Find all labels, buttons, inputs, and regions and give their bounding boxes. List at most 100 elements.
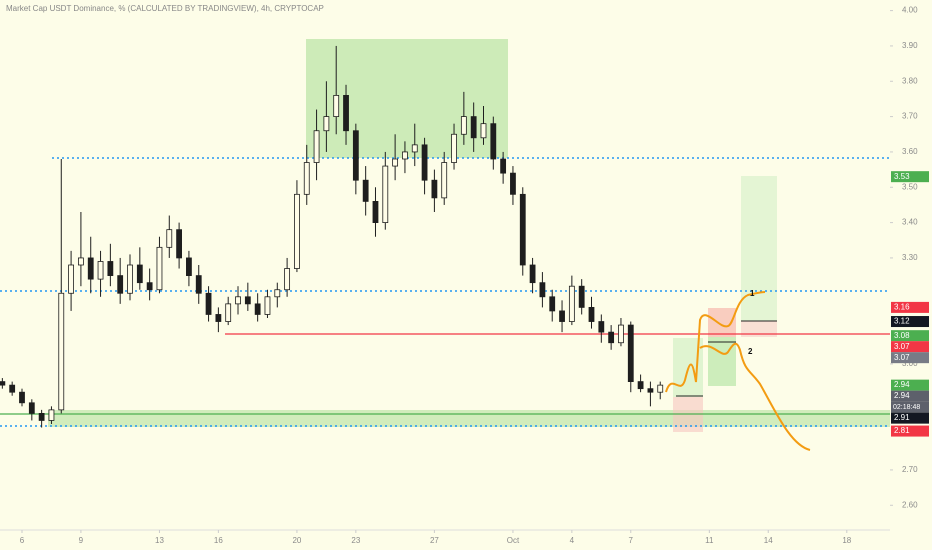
candle-body bbox=[519, 193, 526, 266]
price-label-bg bbox=[891, 171, 929, 183]
candle-body bbox=[657, 384, 664, 393]
x-tick-label: 18 bbox=[842, 536, 851, 545]
candle-body bbox=[78, 257, 84, 266]
countdown: 02:18:48 bbox=[893, 404, 920, 411]
candle-body bbox=[117, 275, 124, 294]
candle-body bbox=[205, 292, 212, 315]
annotation: 2 bbox=[748, 347, 753, 356]
candle-body bbox=[48, 409, 55, 421]
candle-body bbox=[529, 264, 536, 284]
candle-body bbox=[19, 391, 25, 404]
candle-body bbox=[156, 246, 163, 291]
candle-body bbox=[431, 179, 438, 199]
price-label: 3.12 bbox=[894, 317, 910, 326]
x-tick-label: Oct bbox=[507, 536, 520, 545]
y-tick-label: 3.60 bbox=[902, 147, 918, 156]
candle-body bbox=[313, 130, 320, 163]
candle-body bbox=[235, 296, 241, 305]
candle-body bbox=[372, 200, 379, 223]
candle-body bbox=[411, 144, 418, 153]
candle-body bbox=[9, 384, 16, 393]
candle-body bbox=[68, 264, 74, 294]
price-label: 2.91 bbox=[894, 413, 910, 422]
x-tick-label: 23 bbox=[351, 536, 360, 545]
candle-body bbox=[608, 331, 615, 344]
price-label-bg bbox=[891, 352, 929, 364]
candle-body bbox=[598, 321, 605, 333]
x-tick-label: 7 bbox=[629, 536, 634, 545]
price-label: 3.16 bbox=[894, 303, 910, 312]
candle-body bbox=[0, 381, 6, 386]
target-box bbox=[708, 337, 736, 386]
y-tick-label: 4.00 bbox=[902, 6, 918, 15]
candle-body bbox=[500, 158, 507, 174]
candle-body bbox=[578, 285, 585, 308]
candle-body bbox=[539, 282, 546, 298]
price-label: 3.08 bbox=[894, 331, 910, 340]
candle-body bbox=[186, 257, 192, 276]
candle-body bbox=[107, 261, 114, 277]
projection-path bbox=[699, 342, 811, 451]
candle-body bbox=[343, 95, 349, 132]
price-label: 3.07 bbox=[894, 353, 910, 362]
candle-body bbox=[441, 162, 448, 199]
x-tick-label: 27 bbox=[430, 536, 439, 545]
annotation: 1 bbox=[750, 289, 755, 298]
candle-body bbox=[510, 172, 516, 195]
price-label: 2.94 bbox=[894, 380, 910, 389]
candle-body bbox=[225, 303, 232, 322]
candle-body bbox=[392, 158, 399, 167]
candle-body bbox=[87, 257, 94, 280]
x-tick-label: 9 bbox=[79, 536, 84, 545]
candle-body bbox=[637, 381, 644, 390]
price-label-bg bbox=[891, 412, 929, 424]
x-tick-label: 16 bbox=[214, 536, 223, 545]
candle-body bbox=[294, 193, 300, 269]
x-tick-label: 6 bbox=[20, 536, 25, 545]
price-label: 2.94 bbox=[894, 391, 910, 400]
price-label-bg bbox=[891, 330, 929, 342]
y-tick-label: 3.40 bbox=[902, 218, 918, 227]
candle-body bbox=[490, 123, 497, 160]
candle-body bbox=[362, 179, 369, 202]
price-label: 3.07 bbox=[894, 342, 910, 351]
y-tick-label: 3.50 bbox=[902, 182, 918, 191]
candle-body bbox=[647, 388, 654, 393]
candle-body bbox=[402, 151, 408, 160]
countdown-bg bbox=[891, 401, 929, 413]
candle-body bbox=[627, 324, 634, 383]
y-tick-label: 3.30 bbox=[902, 253, 918, 262]
candle-body bbox=[58, 292, 65, 411]
support-band bbox=[48, 410, 890, 427]
x-tick-label: 4 bbox=[570, 536, 575, 545]
candle-body bbox=[451, 133, 457, 163]
price-label: 2.81 bbox=[894, 426, 910, 435]
x-tick-label: 14 bbox=[764, 536, 773, 545]
candle-body bbox=[244, 296, 251, 305]
candle-body bbox=[176, 229, 182, 259]
candle-body bbox=[127, 264, 133, 294]
candle-body bbox=[274, 289, 281, 298]
candle-body bbox=[352, 130, 359, 181]
y-tick-label: 3.70 bbox=[902, 112, 918, 121]
projection-path bbox=[665, 291, 766, 393]
price-label: 3.53 bbox=[894, 172, 910, 181]
candle-body bbox=[323, 116, 330, 132]
candle-body bbox=[333, 95, 340, 118]
candle-body bbox=[136, 264, 143, 284]
x-tick-label: 13 bbox=[155, 536, 164, 545]
candle-body bbox=[470, 116, 477, 139]
candle-body bbox=[480, 123, 487, 139]
candle-body bbox=[382, 165, 389, 223]
candle-body bbox=[421, 144, 428, 181]
candle-body bbox=[549, 296, 556, 312]
candle-body bbox=[618, 324, 624, 344]
x-tick-label: 11 bbox=[705, 536, 714, 545]
y-tick-label: 3.80 bbox=[902, 76, 918, 85]
candle-body bbox=[559, 310, 565, 322]
candle-body bbox=[166, 229, 173, 248]
candle-body bbox=[303, 162, 310, 195]
price-label-bg bbox=[891, 316, 929, 328]
price-label-bg bbox=[891, 379, 929, 391]
